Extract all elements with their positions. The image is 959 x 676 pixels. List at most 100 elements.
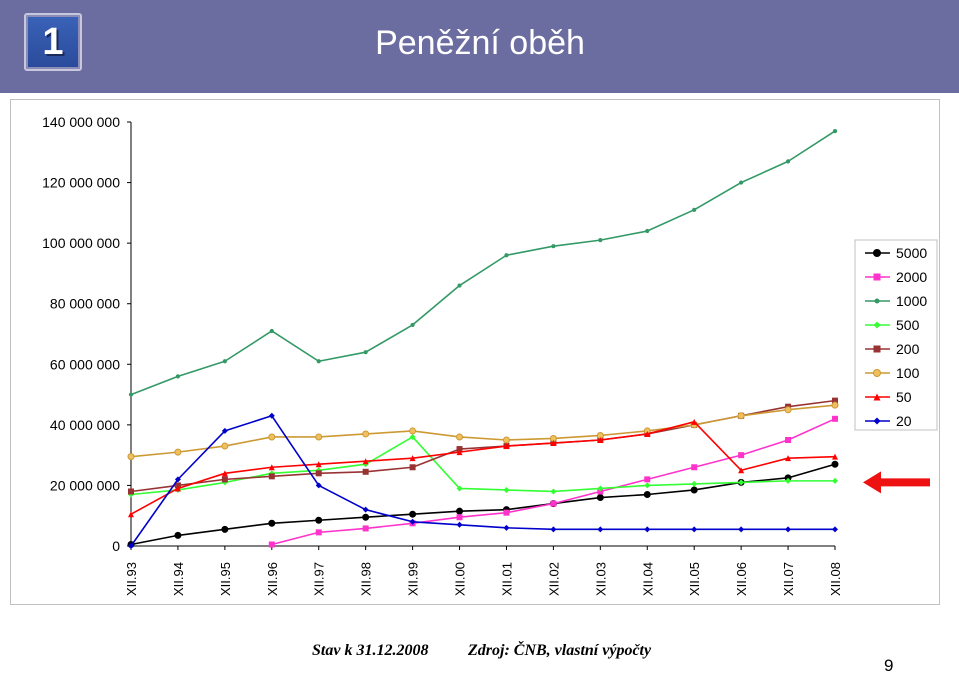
data-point-1000 <box>598 238 603 243</box>
legend-label-1000: 1000 <box>896 293 927 309</box>
y-tick-label: 120 000 000 <box>42 175 120 191</box>
data-point-2000 <box>456 514 463 521</box>
legend-box <box>854 239 938 431</box>
x-tick-label: XII.99 <box>406 562 421 596</box>
data-point-2000 <box>268 541 275 548</box>
data-point-1000 <box>504 253 509 258</box>
data-point-20 <box>456 521 463 528</box>
data-point-20 <box>128 543 134 549</box>
legend-marker-1000 <box>874 298 880 304</box>
data-point-2000 <box>832 415 838 422</box>
x-tick-label: XII.08 <box>828 562 843 596</box>
page-number: 9 <box>884 656 894 675</box>
y-tick-label: 80 000 000 <box>50 296 120 312</box>
data-point-5000 <box>690 486 698 494</box>
footer-date: Stav k 31.12.2008 <box>312 642 429 659</box>
data-point-2000 <box>597 488 604 495</box>
legend-label-2000: 2000 <box>896 269 927 285</box>
series-line-100 <box>130 404 836 458</box>
series-line-500 <box>130 436 835 496</box>
legend-marker-200 <box>873 345 881 353</box>
data-point-5000 <box>409 510 417 518</box>
x-tick-label: XII.96 <box>265 562 280 596</box>
x-tick-label: XII.98 <box>359 562 374 596</box>
data-point-1000 <box>551 244 556 249</box>
data-point-1000 <box>785 159 791 164</box>
chart-frame <box>10 99 940 605</box>
data-point-100 <box>127 453 135 461</box>
y-tick-label: 140 000 000 <box>42 114 120 130</box>
legend-label-5000: 5000 <box>896 245 927 261</box>
data-point-200 <box>456 446 463 453</box>
footer-source: Zdroj: ČNB, vlastní výpočty <box>468 642 652 659</box>
legend-label-20: 20 <box>896 413 912 429</box>
series-line-50 <box>130 421 836 515</box>
data-point-20 <box>785 526 792 533</box>
data-point-20 <box>362 506 369 513</box>
data-point-5000 <box>456 507 464 515</box>
data-point-50 <box>691 418 698 425</box>
slide-header: 1 Peněžní oběh <box>0 0 959 93</box>
data-point-50 <box>268 464 275 471</box>
data-point-50 <box>785 455 792 462</box>
data-point-20 <box>691 526 698 533</box>
x-tick-label: XII.93 <box>124 562 139 596</box>
data-point-1000 <box>457 283 462 288</box>
y-tick-label: 60 000 000 <box>50 356 120 372</box>
data-point-20 <box>597 526 604 533</box>
data-point-1000 <box>175 374 181 379</box>
data-point-2000 <box>503 509 510 516</box>
data-point-200 <box>174 482 181 489</box>
data-point-500 <box>738 479 745 486</box>
data-point-100 <box>409 427 417 435</box>
legend-label-200: 200 <box>896 341 920 357</box>
legend-label-50: 50 <box>896 389 912 405</box>
data-point-2000 <box>785 437 792 443</box>
data-point-1000 <box>645 228 650 234</box>
legend-marker-5000 <box>873 249 881 257</box>
data-point-2000 <box>315 529 322 536</box>
data-point-500 <box>456 485 463 492</box>
data-point-50 <box>315 461 322 468</box>
slide-number-badge: 1 <box>24 13 82 71</box>
x-tick-label: XII.02 <box>546 562 561 596</box>
data-point-100 <box>784 406 792 414</box>
data-point-100 <box>315 433 323 441</box>
data-point-50 <box>362 458 369 465</box>
legend-marker-50 <box>873 393 881 401</box>
data-point-500 <box>503 486 510 493</box>
data-point-5000 <box>362 513 370 521</box>
data-point-20 <box>644 526 651 533</box>
data-point-50 <box>738 467 745 474</box>
x-tick-label: XII.03 <box>593 562 608 596</box>
x-tick-label: XII.97 <box>312 562 327 596</box>
data-point-20 <box>832 526 838 533</box>
data-point-500 <box>409 433 416 440</box>
data-point-500 <box>550 488 557 495</box>
data-point-100 <box>456 433 464 441</box>
data-point-20 <box>315 482 322 489</box>
data-point-1000 <box>128 392 134 397</box>
data-point-100 <box>737 412 745 420</box>
data-point-50 <box>221 470 228 477</box>
data-point-1000 <box>363 350 368 355</box>
data-point-100 <box>362 430 370 438</box>
data-point-5000 <box>831 460 839 468</box>
data-point-5000 <box>174 531 182 539</box>
series-line-5000 <box>130 463 836 546</box>
data-point-200 <box>128 488 134 495</box>
data-point-5000 <box>315 516 323 524</box>
data-point-50 <box>128 511 134 518</box>
x-tick-label: XII.00 <box>453 562 468 596</box>
data-point-20 <box>174 476 181 483</box>
series-line-20 <box>130 414 835 547</box>
legend-marker-20 <box>873 417 881 425</box>
data-point-20 <box>221 427 228 434</box>
y-tick-label: 100 000 000 <box>42 235 120 251</box>
legend-marker-100 <box>873 369 881 377</box>
data-point-500 <box>785 477 792 484</box>
legend-label-100: 100 <box>896 365 920 381</box>
y-tick-label: 20 000 000 <box>50 477 120 493</box>
x-tick-label: XII.05 <box>687 562 702 596</box>
data-point-2000 <box>550 500 557 507</box>
